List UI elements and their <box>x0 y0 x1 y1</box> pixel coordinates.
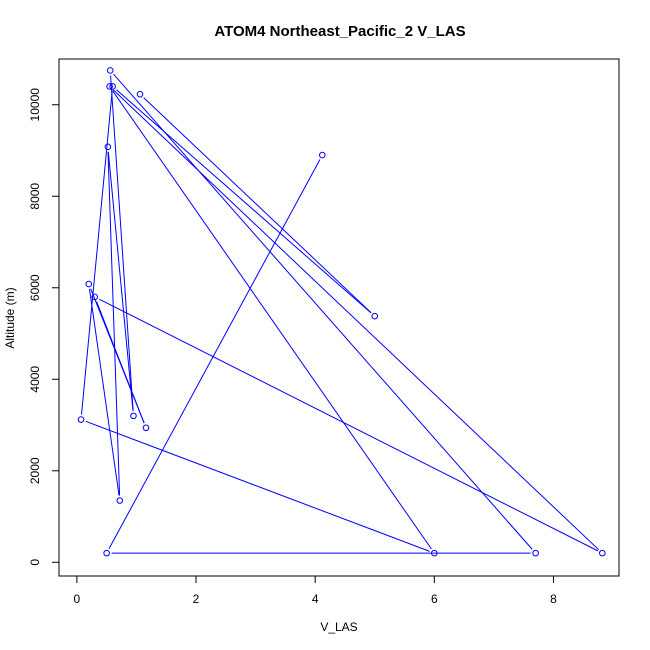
x-tick-label: 8 <box>550 592 557 606</box>
data-point <box>431 549 438 557</box>
series-segment <box>143 97 372 314</box>
x-tick-label: 6 <box>431 592 438 606</box>
data-point <box>130 412 137 420</box>
series-segment <box>112 90 432 550</box>
data-point <box>109 83 116 90</box>
series-segment <box>107 151 121 496</box>
y-tick-label: 6000 <box>28 274 42 301</box>
data-point <box>106 67 114 74</box>
data-point <box>319 151 326 159</box>
data-point <box>104 143 112 151</box>
plot-frame <box>58 58 620 577</box>
y-axis-label: Altitude (m) <box>3 287 17 348</box>
x-axis: 0 2 4 6 8 <box>74 575 557 606</box>
data-point <box>103 549 110 557</box>
series-segment <box>113 73 533 550</box>
series-segment <box>98 298 599 552</box>
series-layer <box>81 73 600 554</box>
y-axis: 0 2000 4000 6000 8000 10000 <box>28 88 60 566</box>
data-point <box>532 549 539 557</box>
data-point <box>77 416 85 423</box>
series-segment <box>81 91 113 415</box>
x-tick-label: 4 <box>312 592 319 606</box>
data-point <box>142 424 150 432</box>
points-layer <box>77 67 606 557</box>
series-segment <box>112 89 600 551</box>
x-axis-label: V_LAS <box>320 620 357 634</box>
y-tick-label: 0 <box>28 559 42 566</box>
data-point <box>599 549 606 557</box>
data-point <box>116 497 124 504</box>
series-segment <box>107 151 134 411</box>
y-tick-label: 2000 <box>28 457 42 484</box>
x-tick-label: 0 <box>74 592 81 606</box>
series-segment <box>85 420 430 552</box>
data-point <box>106 83 113 90</box>
y-tick-label: 10000 <box>28 88 42 122</box>
data-point <box>91 293 99 301</box>
y-tick-label: 8000 <box>28 183 42 210</box>
chart-title: ATOM4 Northeast_Pacific_2 V_LAS <box>214 23 465 40</box>
x-tick-label: 2 <box>193 592 200 606</box>
series-segment <box>96 301 145 424</box>
data-point <box>136 90 144 98</box>
series-segment <box>110 75 134 411</box>
series-segment <box>108 159 321 549</box>
y-tick-label: 4000 <box>28 366 42 393</box>
data-point <box>371 312 379 320</box>
series-segment <box>116 89 372 314</box>
data-point <box>85 280 93 288</box>
series-segment <box>89 288 120 496</box>
